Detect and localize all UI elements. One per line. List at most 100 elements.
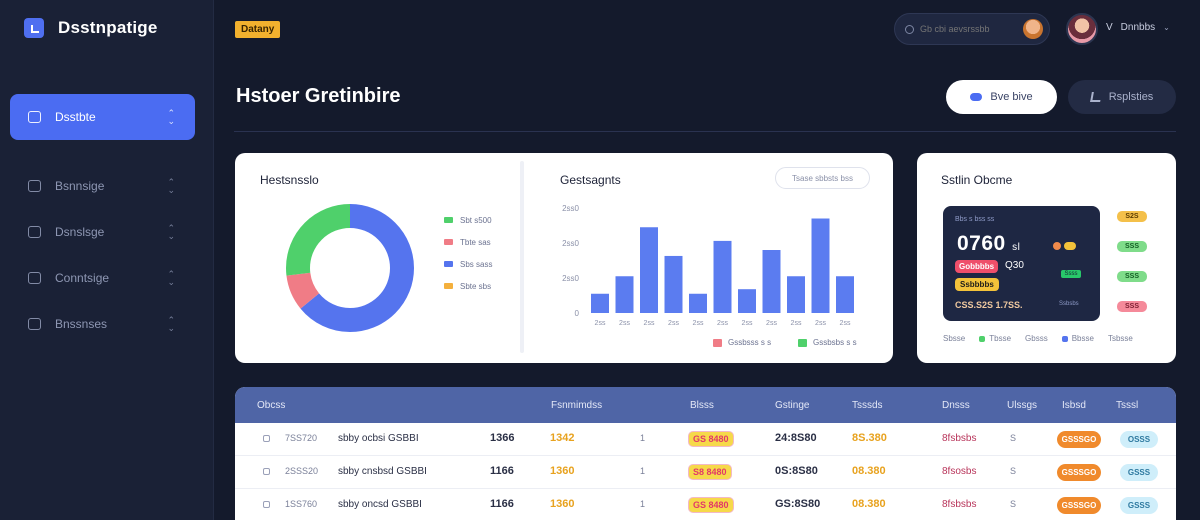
- bar-chart: 2ss0 2ss0 2ss0 0 2ss 2ss 2ss 2ss 2ss 2ss 2ss 2ss 2ss…: [562, 204, 854, 327]
- legend-swatch: [444, 283, 453, 289]
- row-red-value: 8fsbsbs: [942, 499, 977, 510]
- legend-swatch: [444, 217, 453, 223]
- primary-action-button[interactable]: Bve bive: [946, 80, 1057, 114]
- row-name: sbby oncsd GSBBI: [338, 499, 422, 510]
- kpi-label: Bbs s bss ss: [955, 216, 995, 223]
- legend-swatch: [444, 261, 453, 267]
- table-body: 7SS720 sbby ocbsi GSBBI 1366 1342 1 GS 8480 24…: [235, 423, 1176, 520]
- sidebar-item-1[interactable]: Dsstbte ⌃ ⌄: [10, 94, 195, 140]
- legend-label: Sbte sbs: [460, 281, 492, 291]
- summary-card: Sstlin Obcme Bbs s bss ss 0760 sl Gobbbb…: [917, 153, 1176, 363]
- bar-legend-item: Gssbsbs s s: [798, 338, 857, 347]
- footer-swatch: [1061, 335, 1068, 342]
- row-small-value: S: [1010, 433, 1017, 443]
- column-header[interactable]: Obcss: [257, 399, 286, 411]
- bar: [689, 293, 707, 313]
- column-header[interactable]: Fsnmimdss: [551, 399, 603, 411]
- status-dots: [1053, 242, 1076, 250]
- user-menu[interactable]: V Dnnbbs ⌄: [1106, 22, 1170, 33]
- x-tick-label: 2ss: [791, 320, 802, 327]
- table-row[interactable]: 2SSS20 sbby cnsbsd GSBBI 1166 1360 1 S8 8480 0…: [235, 456, 1176, 489]
- row-small-value: S: [1010, 499, 1017, 509]
- row-checkbox[interactable]: [263, 501, 270, 508]
- footer-label: Gbsss: [1025, 334, 1048, 343]
- sidebar-item-label: Dsstbte: [55, 110, 96, 124]
- row-code-badge[interactable]: OSSS: [1120, 431, 1158, 448]
- column-header[interactable]: Ulssgs: [1007, 399, 1038, 411]
- row-checkbox[interactable]: [263, 468, 270, 475]
- column-header[interactable]: Blsss: [690, 399, 714, 411]
- share-icon: [1089, 92, 1102, 102]
- legend-label: Sbt s500: [460, 215, 492, 225]
- search-icon: [905, 24, 914, 34]
- kpi-mini-caption: Ssbsbs: [1059, 301, 1079, 307]
- sidebar-item-2[interactable]: Bsnnsige ⌃ ⌄: [10, 163, 195, 209]
- chevron-down-icon: ⌄: [1163, 23, 1170, 32]
- sidebar-item-3[interactable]: Dsnslsge ⌃ ⌄: [10, 209, 195, 255]
- x-tick-label: 2ss: [668, 320, 679, 327]
- bar: [664, 255, 683, 313]
- column-header[interactable]: Isbsd: [1062, 399, 1086, 411]
- row-code-badge[interactable]: GSSS: [1120, 497, 1158, 514]
- row-checkbox[interactable]: [263, 435, 270, 442]
- donut-legend: Sbt s500 Tbte sas Sbs sass Sbte sbs: [444, 209, 492, 297]
- bar: [713, 240, 732, 313]
- x-tick-label: 2ss: [766, 320, 777, 327]
- row-small-value: S: [1010, 466, 1017, 476]
- notification-avatar[interactable]: [1023, 19, 1043, 39]
- row-status-badge[interactable]: GSSSGO: [1057, 464, 1101, 481]
- badge: SSS: [1117, 241, 1147, 252]
- legend-label: Sbs sass: [460, 259, 493, 269]
- data-table: Obcss Fsnmimdss Blsss Gstinge Tsssds Dns…: [235, 387, 1176, 520]
- column-header[interactable]: Dnsss: [942, 399, 970, 411]
- kpi-panel[interactable]: Bbs s bss ss 0760 sl Gobbbbs Q30 Ssss Ss…: [943, 206, 1100, 321]
- legend-item: Sbte sbs: [444, 275, 492, 297]
- row-id: 1SS760: [285, 499, 318, 509]
- primary-button-label: Bve bive: [990, 91, 1033, 103]
- footer-item: Tbsse: [979, 334, 1011, 343]
- search-box[interactable]: [894, 13, 1050, 45]
- sidebar-item-5[interactable]: Bnssnses ⌃ ⌄: [10, 301, 195, 347]
- column-header[interactable]: Tsssl: [1116, 399, 1139, 411]
- row-status-badge[interactable]: GSSSGO: [1057, 497, 1101, 514]
- legend-label: Gssbsbs s s: [813, 338, 857, 347]
- row-id: 2SSS20: [285, 466, 319, 476]
- row-count: 1: [640, 499, 646, 509]
- row-amount: 1360: [550, 498, 575, 510]
- row-code-badge[interactable]: GSSS: [1120, 464, 1158, 481]
- toggle-icon: [970, 93, 983, 101]
- summary-footer: Sbsse Tbsse Gbsss Bbsse Tsbsse: [943, 334, 1133, 343]
- row-rate: 8S.380: [852, 432, 887, 444]
- legend-label: Tbte sas: [460, 237, 491, 247]
- search-input[interactable]: [920, 24, 1020, 34]
- chart-icon: [28, 180, 41, 192]
- footer-item: Tsbsse: [1108, 334, 1133, 343]
- environment-tag: Datany: [235, 21, 281, 38]
- sidebar: Dsstnpatige Dsstbte ⌃ ⌄ Bsnnsige ⌃ ⌄ Dsnsl…: [0, 0, 214, 520]
- reports-button-label: Rsplsties: [1108, 91, 1154, 103]
- row-red-value: 8fsosbs: [942, 466, 977, 477]
- brand[interactable]: Dsstnpatige: [24, 18, 158, 38]
- kpi-tag-red: Gobbbbs: [955, 260, 999, 273]
- legend-item: Sbs sass: [444, 253, 492, 275]
- column-header[interactable]: Tsssds: [852, 399, 883, 411]
- x-tick-label: 2ss: [595, 320, 606, 327]
- table-row[interactable]: 1SS760 sbby oncsd GSBBI 1166 1360 1 GS 8480 GS…: [235, 489, 1176, 520]
- reports-button[interactable]: Rsplsties: [1068, 80, 1176, 114]
- card-separator: [520, 161, 524, 353]
- y-tick-label: 2ss0: [562, 239, 579, 248]
- kpi-number: 0760: [957, 232, 1006, 255]
- sidebar-item-4[interactable]: Conntsige ⌃ ⌄: [10, 255, 195, 301]
- app-logo-icon: [24, 18, 44, 38]
- column-header[interactable]: Gstinge: [775, 399, 810, 411]
- row-price: GS:8S80: [775, 498, 821, 510]
- row-rate: 08.380: [852, 498, 886, 510]
- donut-segment: [286, 204, 414, 332]
- y-tick-label: 0: [575, 309, 580, 318]
- table-row[interactable]: 7SS720 sbby ocbsi GSBBI 1366 1342 1 GS 8480 24…: [235, 423, 1176, 456]
- row-status-badge[interactable]: GSSSGO: [1057, 431, 1101, 448]
- kpi-suffix: sl: [1012, 242, 1021, 253]
- chart-filter-dropdown[interactable]: Tsase sbbsts bss: [775, 167, 870, 189]
- user-avatar[interactable]: [1066, 13, 1098, 45]
- brand-name: Dsstnpatige: [58, 18, 158, 37]
